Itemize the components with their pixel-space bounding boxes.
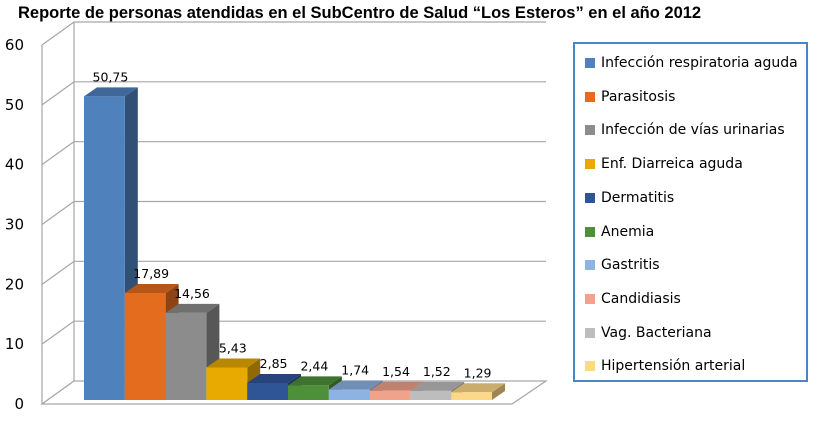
legend-swatch xyxy=(585,159,595,170)
data-label: 2,85 xyxy=(260,356,288,371)
legend-item: Candidiasis xyxy=(585,289,681,309)
bar-top xyxy=(84,87,138,97)
bar-top xyxy=(124,283,179,293)
data-label: 1,52 xyxy=(423,364,451,379)
data-label: 14,56 xyxy=(174,286,210,301)
legend-item: Parasitosis xyxy=(585,87,675,107)
legend-swatch xyxy=(585,260,595,271)
legend-label: Parasitosis xyxy=(601,88,676,105)
bar-front xyxy=(328,389,370,400)
bar-10 xyxy=(451,383,505,400)
y-tick-label: 50 xyxy=(5,96,24,114)
y-tick-label: 20 xyxy=(5,275,24,293)
bar-front xyxy=(247,382,288,400)
legend-item: Hipertensión arterial xyxy=(585,356,745,376)
gridlines xyxy=(41,21,546,405)
legend-label: Anemia xyxy=(601,223,655,240)
data-label: 5,43 xyxy=(219,341,247,356)
gridline-side xyxy=(41,81,75,106)
gridline-side xyxy=(41,141,75,166)
bar-front xyxy=(165,312,207,400)
gridline-side xyxy=(41,320,75,345)
legend-label: Enf. Diarreica aguda xyxy=(601,156,743,173)
legend-swatch xyxy=(585,327,595,338)
legend-label: Infección respiratoria aguda xyxy=(601,55,798,71)
data-label: 2,44 xyxy=(300,358,328,373)
data-label: 50,75 xyxy=(93,69,129,84)
bar-front xyxy=(84,96,125,401)
legend-item: Vag. Bacteriana xyxy=(585,323,712,343)
legend-swatch xyxy=(585,293,595,304)
legend-item: Enf. Diarreica aguda xyxy=(585,154,743,174)
legend-swatch xyxy=(585,361,595,372)
bars xyxy=(84,87,505,401)
bar-top xyxy=(369,381,424,391)
bar-front xyxy=(288,385,329,400)
bar-front xyxy=(410,390,452,400)
legend-item: Infección respiratoria aguda xyxy=(585,53,798,73)
legend-swatch xyxy=(585,91,595,102)
legend-label: Dermatitis xyxy=(601,189,675,206)
legend-item: Infección de vías urinarias xyxy=(585,120,785,140)
legend-item: Dermatitis xyxy=(585,188,674,208)
gridline-side xyxy=(41,201,75,225)
legend: Infección respiratoria aguda Parasitosis I… xyxy=(573,42,808,382)
data-labels: 50,75 17,89 14,56 5,43 2,85 2,44 1,74 1,54 1,52 1… xyxy=(93,69,492,380)
y-tick-label: 30 xyxy=(5,216,24,234)
y-tick-label: 0 xyxy=(14,395,24,413)
data-label: 1,54 xyxy=(382,364,410,379)
legend-swatch xyxy=(585,226,595,237)
bar-top xyxy=(165,303,220,313)
legend-label: Infección de vías urinarias xyxy=(601,122,785,139)
data-label: 1,74 xyxy=(341,363,369,378)
bar-top xyxy=(410,381,465,391)
y-tick-label: 10 xyxy=(5,335,24,353)
gridline-side xyxy=(41,21,75,46)
bar-side xyxy=(492,383,505,400)
bar-top xyxy=(288,376,342,386)
bar-top xyxy=(206,358,261,368)
bar-front xyxy=(369,390,411,400)
data-label: 1,29 xyxy=(464,365,492,380)
bar-top xyxy=(451,383,505,393)
legend-swatch xyxy=(585,192,595,203)
bar-top xyxy=(328,380,383,390)
data-label: 17,89 xyxy=(133,266,169,281)
bar-front xyxy=(124,292,166,400)
legend-item: Gastritis xyxy=(585,255,660,275)
y-tick-label: 60 xyxy=(5,36,24,54)
gridline-side xyxy=(41,260,75,285)
bar-front xyxy=(206,367,248,400)
legend-label: Candidiasis xyxy=(601,290,681,307)
bar-top xyxy=(247,373,301,383)
legend-label: Vag. Bacteriana xyxy=(601,324,712,341)
bar-4 xyxy=(206,358,261,400)
bar-front xyxy=(451,392,492,400)
y-tick-label: 40 xyxy=(5,156,24,174)
legend-swatch xyxy=(585,125,595,136)
legend-label: Hipertensión arterial xyxy=(601,358,746,375)
chart-title: Reporte de personas atendidas en el SubC… xyxy=(18,4,702,22)
bar-3 xyxy=(165,303,220,400)
legend-label: Gastritis xyxy=(601,257,660,274)
legend-item: Anemia xyxy=(585,222,654,242)
legend-swatch xyxy=(585,58,595,68)
